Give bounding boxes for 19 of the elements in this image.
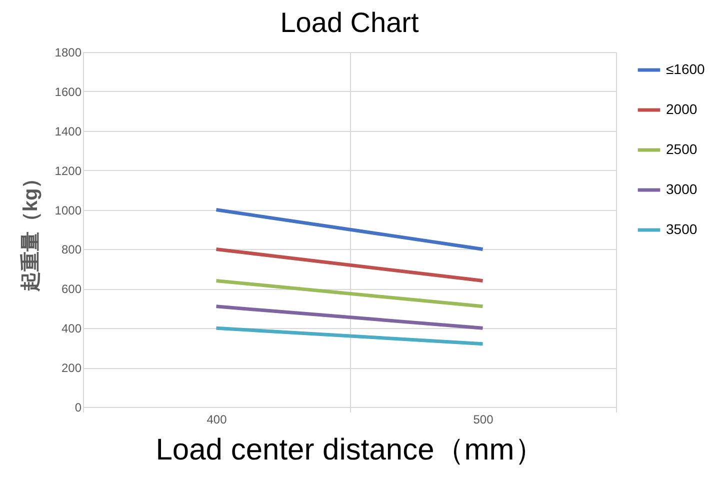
y-tick-label: 1000 — [54, 203, 82, 218]
y-tick-label: 600 — [61, 282, 82, 296]
chart-title: Load Chart — [280, 7, 419, 38]
y-tick-label: 1400 — [54, 124, 82, 138]
legend-label: ≤1600 — [666, 61, 706, 77]
x-axis-title: Load center distance（mm） — [156, 434, 544, 466]
legend-label: 3500 — [666, 221, 698, 237]
legend-label: 2500 — [666, 141, 698, 157]
legend-label: 2000 — [666, 101, 698, 117]
y-tick-label: 1200 — [54, 164, 82, 178]
y-tick-label: 1600 — [54, 84, 82, 99]
y-tick-label: 400 — [61, 322, 82, 336]
y-tick-label: 1800 — [54, 46, 82, 60]
y-tick-label: 0 — [74, 400, 82, 414]
y-tick-label: 800 — [61, 242, 82, 257]
x-tick-label: 500 — [473, 412, 494, 426]
y-tick-label: 200 — [61, 361, 82, 376]
y-axis-title: 起重量（kg） — [18, 168, 42, 293]
legend-label: 3000 — [666, 181, 698, 197]
